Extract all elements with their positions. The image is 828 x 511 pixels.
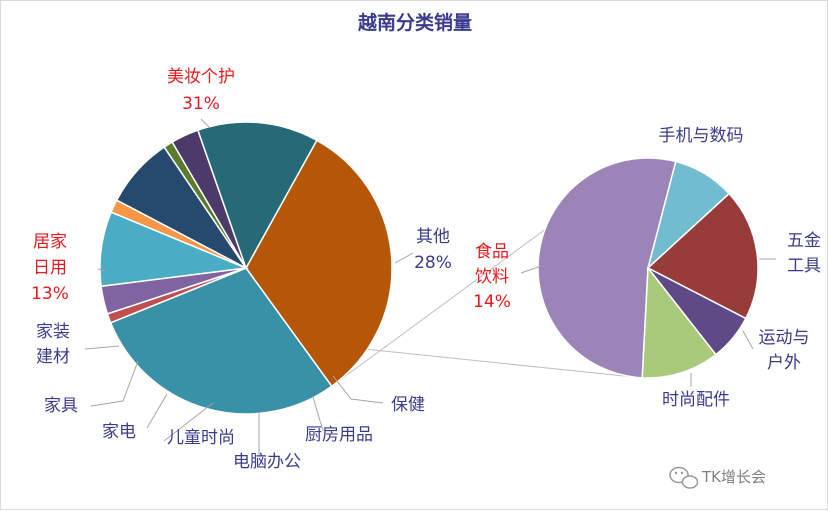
main-leader-other [394, 252, 414, 264]
wechat-icon [669, 466, 699, 489]
secondary-label-food-beverage-line2: 饮料 [475, 267, 509, 287]
main-pie [99, 121, 393, 415]
main-label-computer-office: 电脑办公 [233, 452, 301, 472]
secondary-label-hardware-tools-line1: 五金 [787, 231, 821, 251]
main-leader-household [97, 268, 106, 272]
main-value-label-other: 28% [414, 253, 452, 273]
main-label-household-line2: 日用 [33, 258, 67, 278]
main-leader-appliances [146, 393, 168, 429]
main-label-appliances: 家电 [102, 422, 136, 442]
main-label-furniture: 家具 [44, 396, 78, 416]
watermark-text: TK增长会 [701, 468, 766, 486]
main-label-beauty: 美妆个护 [167, 67, 235, 87]
main-leader-health [332, 375, 384, 404]
main-label-home-building-line2: 建材 [36, 347, 70, 367]
main-label-kids-fashion: 儿童时尚 [167, 428, 235, 448]
secondary-label-phones-digital: 手机与数码 [659, 126, 744, 146]
pie-slice-hardware-tools [646, 192, 759, 320]
main-leader-kitchen [312, 396, 324, 432]
main-leader-furniture [90, 360, 139, 407]
secondary-value-label-food-beverage: 14% [473, 292, 511, 312]
secondary-label-hardware-tools-line2: 工具 [787, 256, 821, 276]
main-leader-home-building [84, 345, 120, 350]
secondary-pie [537, 157, 759, 379]
leader-lines [84, 118, 776, 457]
pie-slice-household [196, 121, 318, 270]
main-label-health: 保健 [391, 395, 425, 415]
pie-slice-beauty [245, 139, 393, 388]
secondary-label-fashion-accessories: 时尚配件 [662, 390, 730, 410]
main-leader-beauty [200, 118, 210, 128]
secondary-leader-sports-outdoor [742, 330, 754, 350]
main-label-household-line1: 居家 [33, 232, 67, 252]
pie-slice-food-beverage [537, 157, 677, 379]
main-leader-kids-fashion [163, 402, 214, 442]
secondary-leader-food-beverage [520, 265, 542, 274]
chart-title: 越南分类销量 [357, 11, 472, 34]
main-label-home-building-line1: 家装 [36, 322, 70, 342]
secondary-label-sports-outdoor-line2: 户外 [767, 353, 801, 373]
main-value-label-beauty: 31% [182, 94, 220, 114]
secondary-label-food-beverage-line1: 食品 [475, 242, 509, 262]
watermark: TK增长会 [669, 466, 766, 489]
secondary-label-sports-outdoor-line1: 运动与 [759, 328, 810, 348]
pie-slice-fashion-accessories [641, 265, 717, 379]
main-label-kitchen: 厨房用品 [305, 425, 373, 445]
main-label-other: 其他 [416, 227, 450, 247]
main-value-label-household: 13% [31, 284, 69, 304]
